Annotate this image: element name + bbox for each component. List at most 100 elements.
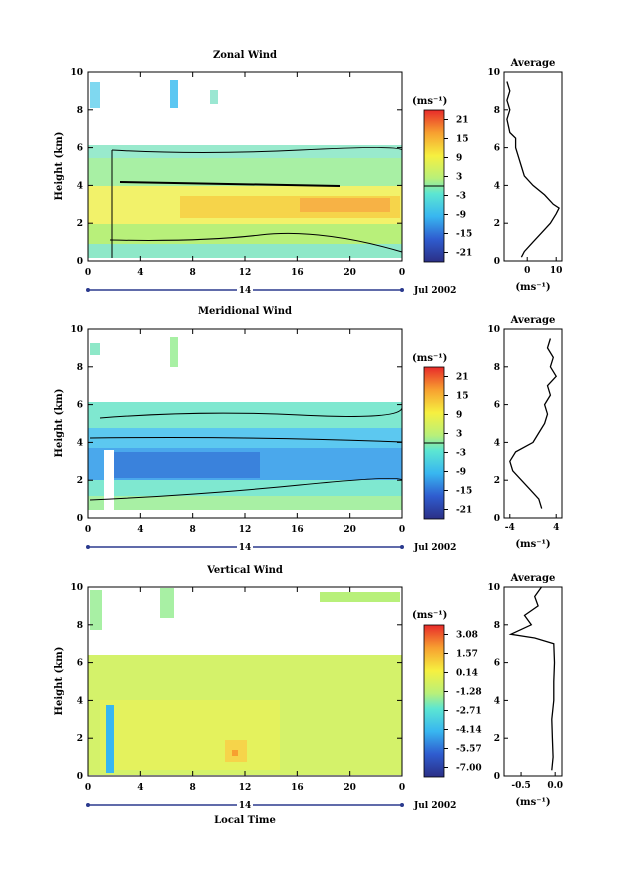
profile-title: Average	[510, 58, 556, 69]
panel-title: Vertical Wind	[206, 565, 283, 576]
profile-xlabel: (ms⁻¹)	[515, 282, 550, 293]
x-tick-label: 0	[399, 783, 405, 793]
month-label: Jul 2002	[413, 801, 456, 811]
y-tick-label: 2	[77, 219, 83, 229]
panel-vertical-wind: Vertical Wind Height (km) 0 2 4 6 8 10 0 4 8 12 1…	[54, 565, 563, 826]
colorbar: (ms⁻¹) 21 15 9 3 -3 -9 -15 -21	[412, 353, 472, 520]
x-tick-label: 16	[291, 268, 304, 278]
x-tick-label: 4	[137, 525, 143, 535]
y-tick-label: 10	[70, 325, 83, 335]
colorbar-tick-label: -9	[456, 211, 466, 221]
profile-y-tick-label: 8	[494, 106, 500, 116]
date-bar: 14	[86, 285, 404, 296]
y-tick-label: 2	[77, 734, 83, 744]
month-label: Jul 2002	[413, 543, 456, 553]
date-bar: 14	[86, 542, 404, 553]
profile-x-tick-label: 0.0	[547, 781, 563, 791]
profile-y-tick-label: 8	[494, 363, 500, 373]
x-tick-label: 0	[85, 268, 91, 278]
colorbar-tick-label: 9	[456, 154, 462, 164]
x-tick-label: 0	[399, 525, 405, 535]
x-tick-label: 12	[239, 525, 252, 535]
x-tick-label: 20	[343, 783, 356, 793]
profile-xlabel: (ms⁻¹)	[515, 539, 550, 550]
y-tick-label: 0	[77, 772, 83, 782]
x-tick-label: 8	[190, 525, 196, 535]
profile-y-tick-label: 10	[487, 583, 500, 593]
profile-y-tick-label: 6	[494, 401, 500, 411]
x-tick-label: 0	[399, 268, 405, 278]
y-tick-label: 10	[70, 68, 83, 78]
y-tick-label: 6	[77, 144, 83, 154]
x-tick-label: 12	[239, 783, 252, 793]
colorbar-tick-label: 9	[456, 411, 462, 421]
date-label: 14	[239, 801, 252, 811]
y-tick-label: 8	[77, 106, 83, 116]
colorbar-unit: (ms⁻¹)	[412, 96, 447, 107]
profile-x-tick-label: 0	[524, 266, 530, 276]
profile-title: Average	[510, 315, 556, 326]
colorbar-tick-label: 3	[456, 173, 462, 183]
colorbar-tick-label: -2.71	[456, 707, 482, 717]
colorbar-tick-label: 1.57	[456, 650, 478, 660]
x-tick-label: 20	[343, 525, 356, 535]
month-label: Jul 2002	[413, 286, 456, 296]
profile-line	[506, 81, 560, 258]
panel-meridional-wind: Meridional Wind Height (km) 0 2 4 6 8 10 0 4 8 1…	[54, 306, 563, 553]
x-tick-label: 16	[291, 783, 304, 793]
colorbar-tick-label: -21	[456, 249, 472, 259]
colorbar-unit: (ms⁻¹)	[412, 353, 447, 364]
colorbar-tick-label: 15	[456, 392, 469, 402]
x-tick-label: 16	[291, 525, 304, 535]
colorbar-unit: (ms⁻¹)	[412, 610, 447, 621]
x-tick-label: 8	[190, 268, 196, 278]
profile-y-tick-label: 8	[494, 621, 500, 631]
y-tick-label: 2	[77, 476, 83, 486]
profile-line	[509, 338, 558, 509]
colorbar-tick-label: 3	[456, 430, 462, 440]
panel-title: Meridional Wind	[198, 306, 292, 317]
profile-y-tick-label: 2	[494, 734, 500, 744]
colorbar-tick-label: -21	[456, 506, 472, 516]
y-tick-label: 4	[77, 438, 83, 448]
colorbar-tick-label: -4.14	[456, 726, 482, 736]
x-axis-label: Local Time	[214, 815, 276, 826]
colorbar: (ms⁻¹) 3.08 1.57 0.14 -1.28 -2.71 -4.14 -5.57 -…	[412, 610, 482, 778]
profile-line	[508, 586, 556, 771]
date-bar: 14	[86, 800, 404, 811]
profile-y-tick-label: 4	[494, 696, 500, 706]
colorbar-tick-label: -7.00	[456, 764, 482, 774]
colorbar-tick-label: -15	[456, 487, 472, 497]
heatmap-field	[88, 80, 403, 258]
date-label: 14	[239, 543, 252, 553]
x-tick-label: 8	[190, 783, 196, 793]
y-tick-label: 8	[77, 363, 83, 373]
profile-y-tick-label: 0	[494, 257, 500, 267]
heatmap-field	[88, 337, 403, 510]
y-axis-label: Height (km)	[54, 389, 65, 458]
profile-y-tick-label: 2	[494, 219, 500, 229]
profile-y-tick-label: 2	[494, 476, 500, 486]
colorbar-tick-label: 21	[456, 116, 469, 126]
profile-y-tick-label: 10	[487, 68, 500, 78]
profile-x-tick-label: -0.5	[511, 781, 530, 791]
x-tick-label: 12	[239, 268, 252, 278]
profile-y-tick-label: 6	[494, 144, 500, 154]
profile-y-tick-label: 6	[494, 659, 500, 669]
profile-y-tick-label: 4	[494, 181, 500, 191]
colorbar-tick-label: -3	[456, 192, 466, 202]
average-profile: Average 0 2 4 6 8 10 -4 4 (ms⁻¹)	[487, 315, 563, 550]
profile-y-tick-label: 0	[494, 514, 500, 524]
profile-y-tick-label: 0	[494, 772, 500, 782]
x-tick-label: 20	[343, 268, 356, 278]
profile-y-tick-label: 10	[487, 325, 500, 335]
colorbar-tick-label: -1.28	[456, 688, 482, 698]
y-axis-label: Height (km)	[54, 132, 65, 201]
average-profile: Average 0 2 4 6 8 10 0 10 (ms⁻¹)	[487, 58, 563, 293]
y-tick-label: 8	[77, 621, 83, 631]
y-tick-label: 6	[77, 401, 83, 411]
heatmap-field	[88, 588, 402, 775]
x-tick-label: 0	[85, 525, 91, 535]
